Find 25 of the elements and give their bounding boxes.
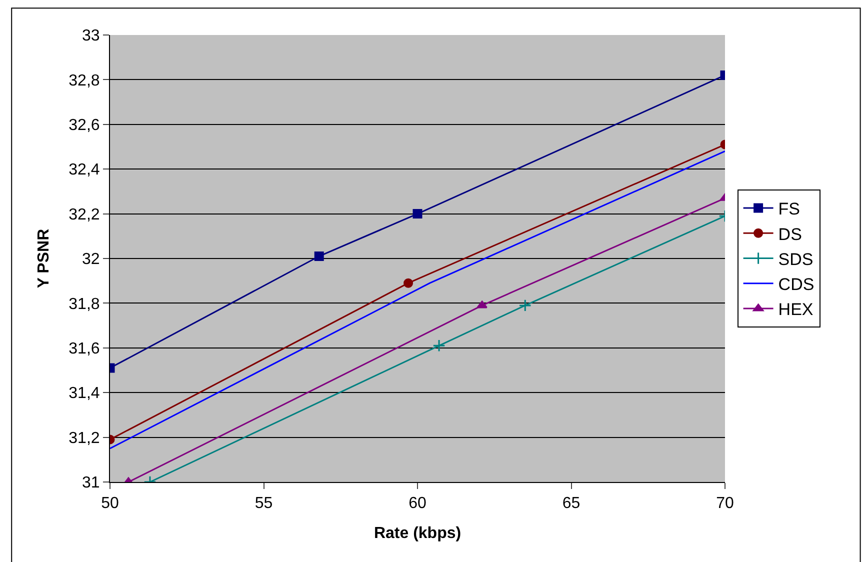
- x-axis-title: Rate (kbps): [374, 524, 462, 542]
- x-tick-label: 60: [408, 495, 426, 512]
- y-tick-label: 32: [82, 251, 100, 268]
- x-tick-label: 70: [716, 495, 734, 512]
- point: [432, 339, 446, 352]
- legend-label: FS: [778, 200, 800, 219]
- y-tick-label: 31,4: [68, 385, 100, 402]
- y-tick-label: 32,2: [68, 206, 100, 224]
- y-tick-label: 33: [82, 28, 100, 45]
- x-tick-label: 65: [562, 495, 580, 512]
- y-tick-label: 32,6: [68, 117, 100, 134]
- y-tick-label: 31: [82, 474, 100, 492]
- point: [518, 299, 532, 312]
- legend-label: SDS: [778, 250, 814, 269]
- legend-label: CDS: [778, 274, 814, 294]
- y-tick-label: 31,8: [68, 296, 100, 313]
- x-tick-label: 55: [254, 495, 273, 512]
- y-tick-label: 32,8: [68, 72, 100, 90]
- legend-label: DS: [778, 224, 802, 244]
- y-tick-label: 32,4: [68, 162, 100, 179]
- y-tick-label: 31,6: [68, 340, 100, 358]
- x-tick-label: 50: [101, 495, 119, 512]
- y-tick-label: 31,2: [68, 430, 100, 447]
- legend-label: HEX: [778, 300, 814, 320]
- y-axis-title: Y PSNR: [36, 228, 53, 288]
